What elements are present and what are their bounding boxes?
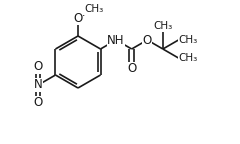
Text: CH₃: CH₃ (179, 35, 198, 45)
Text: CH₃: CH₃ (179, 53, 198, 63)
Text: CH₃: CH₃ (84, 4, 103, 14)
Text: O: O (127, 62, 136, 75)
Text: O: O (143, 34, 152, 47)
Text: O: O (34, 60, 43, 73)
Text: CH₃: CH₃ (153, 21, 173, 31)
Text: NH: NH (107, 34, 125, 47)
Text: N: N (34, 78, 42, 91)
Text: O: O (34, 96, 43, 109)
Text: O: O (73, 12, 83, 24)
